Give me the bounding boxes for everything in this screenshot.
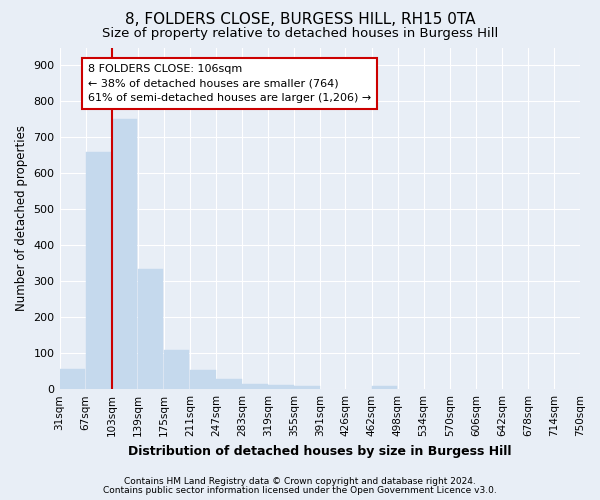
Text: 8 FOLDERS CLOSE: 106sqm
← 38% of detached houses are smaller (764)
61% of semi-d: 8 FOLDERS CLOSE: 106sqm ← 38% of detache… <box>88 64 371 104</box>
Bar <box>268 385 294 389</box>
Text: Contains public sector information licensed under the Open Government Licence v3: Contains public sector information licen… <box>103 486 497 495</box>
Bar <box>59 370 85 389</box>
Bar <box>190 370 215 389</box>
Bar <box>164 350 190 389</box>
Text: 8, FOLDERS CLOSE, BURGESS HILL, RH15 0TA: 8, FOLDERS CLOSE, BURGESS HILL, RH15 0TA <box>125 12 475 28</box>
Bar <box>371 386 397 389</box>
Bar <box>216 380 242 389</box>
X-axis label: Distribution of detached houses by size in Burgess Hill: Distribution of detached houses by size … <box>128 444 512 458</box>
Text: Size of property relative to detached houses in Burgess Hill: Size of property relative to detached ho… <box>102 28 498 40</box>
Bar <box>86 152 111 389</box>
Bar <box>112 120 137 389</box>
Text: Contains HM Land Registry data © Crown copyright and database right 2024.: Contains HM Land Registry data © Crown c… <box>124 477 476 486</box>
Bar <box>138 268 163 389</box>
Bar <box>294 386 320 389</box>
Y-axis label: Number of detached properties: Number of detached properties <box>15 126 28 312</box>
Bar <box>242 384 268 389</box>
